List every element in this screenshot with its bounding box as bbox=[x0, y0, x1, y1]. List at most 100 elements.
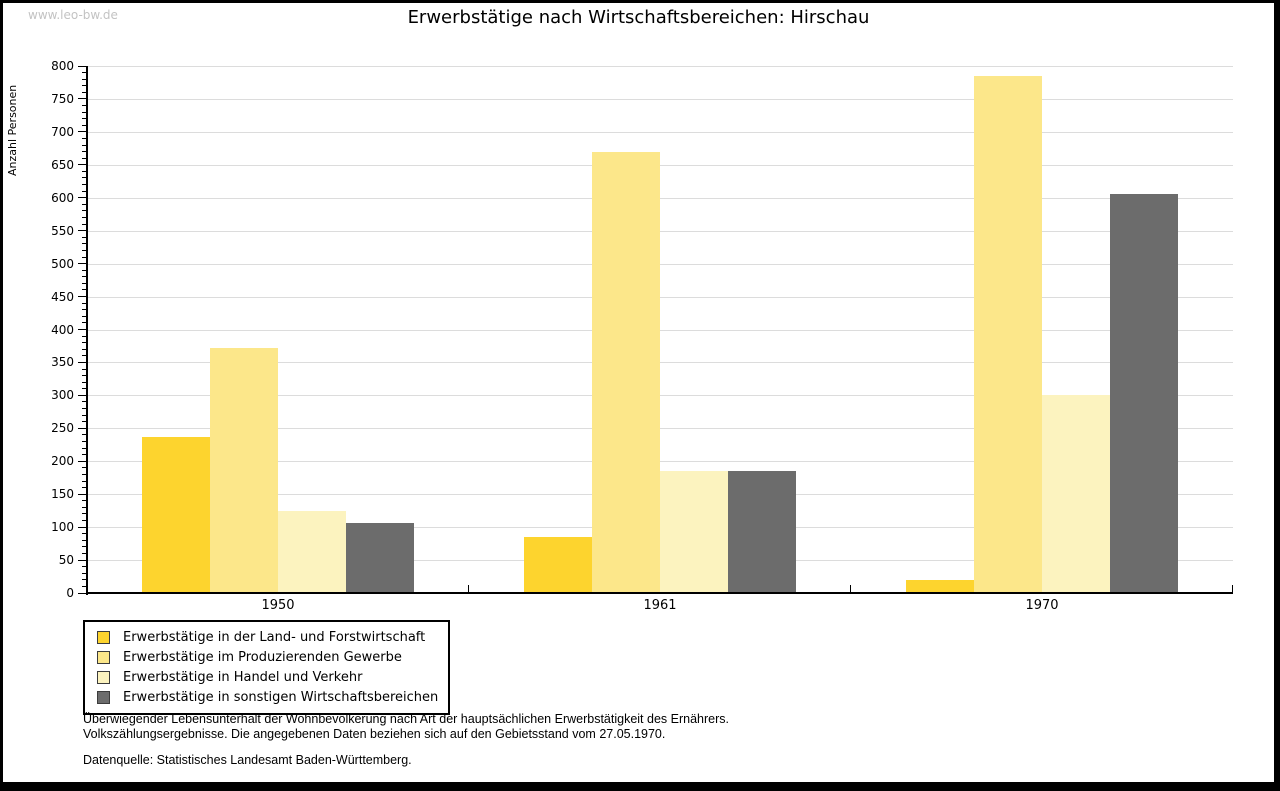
site-watermark: www.leo-bw.de bbox=[28, 8, 118, 22]
y-major-tick-500 bbox=[78, 263, 86, 265]
y-minor-tick bbox=[82, 85, 86, 87]
y-minor-tick bbox=[82, 302, 86, 304]
y-minor-tick bbox=[82, 105, 86, 107]
gridline-450 bbox=[87, 296, 1233, 298]
x-boundary-tick bbox=[1232, 585, 1233, 593]
y-minor-tick bbox=[82, 256, 86, 258]
y-minor-tick bbox=[82, 236, 86, 238]
bar-1970-series-3 bbox=[1042, 395, 1110, 593]
gridline-700 bbox=[87, 131, 1233, 133]
legend-box: Erwerbstätige in der Land- und Forstwirt… bbox=[83, 620, 450, 715]
y-minor-tick bbox=[82, 473, 86, 475]
y-minor-tick bbox=[82, 177, 86, 179]
plot-area: 0 50 100 150 200 250 300 350 400 450 500 550 600 650 7… bbox=[3, 3, 1274, 782]
bar-1961-series-3 bbox=[660, 471, 728, 593]
y-minor-tick bbox=[82, 111, 86, 113]
y-tick-label-550: 550 bbox=[51, 223, 74, 238]
y-minor-tick bbox=[82, 157, 86, 159]
legend-swatch-icon bbox=[97, 670, 110, 684]
y-minor-tick bbox=[82, 355, 86, 357]
gridline-600 bbox=[87, 197, 1233, 199]
y-minor-tick bbox=[82, 118, 86, 120]
y-tick-label-750: 750 bbox=[51, 91, 74, 106]
y-tick-label-700: 700 bbox=[51, 124, 74, 139]
y-minor-tick bbox=[82, 184, 86, 186]
y-minor-tick bbox=[82, 322, 86, 324]
y-minor-tick bbox=[82, 210, 86, 212]
legend-label: Erwerbstätige im Produzierenden Gewerbe bbox=[123, 649, 402, 665]
y-minor-tick bbox=[82, 467, 86, 469]
legend-label: Erwerbstätige in Handel und Verkehr bbox=[123, 669, 363, 685]
y-major-tick-550 bbox=[78, 230, 86, 232]
y-tick-label-400: 400 bbox=[51, 322, 74, 337]
y-tick-label-600: 600 bbox=[51, 190, 74, 205]
legend-swatch-icon bbox=[97, 650, 110, 664]
footer-line-1: Überwiegender Lebensunterhalt der Wohnbe… bbox=[83, 712, 729, 726]
bar-1950-series-1 bbox=[142, 436, 210, 593]
y-minor-tick bbox=[82, 487, 86, 489]
y-minor-tick bbox=[82, 276, 86, 278]
y-tick-label-650: 650 bbox=[51, 157, 74, 172]
bar-1950-series-2 bbox=[210, 347, 278, 593]
legend-swatch-icon bbox=[97, 630, 110, 644]
x-boundary-tick bbox=[850, 585, 851, 593]
y-minor-tick bbox=[82, 289, 86, 291]
y-minor-tick bbox=[82, 447, 86, 449]
gridline-800 bbox=[87, 66, 1233, 67]
y-major-tick-250 bbox=[78, 427, 86, 429]
y-major-tick-350 bbox=[78, 361, 86, 363]
y-tick-label-350: 350 bbox=[51, 355, 74, 370]
y-major-tick-700 bbox=[78, 131, 86, 133]
y-minor-tick bbox=[82, 408, 86, 410]
footer-line-2: Volkszählungsergebnisse. Die angegebenen… bbox=[83, 726, 666, 741]
x-category-label-1961: 1961 bbox=[643, 598, 677, 613]
chart-title: Erwerbstätige nach Wirtschaftsbereichen:… bbox=[407, 7, 870, 28]
legend-item-3: Erwerbstätige in Handel und Verkehr bbox=[93, 667, 440, 687]
gridline-200 bbox=[87, 461, 1233, 463]
bar-1970-series-2 bbox=[974, 75, 1042, 593]
gridline-400 bbox=[87, 329, 1233, 331]
y-minor-tick bbox=[82, 249, 86, 251]
y-axis-line bbox=[86, 66, 88, 595]
gridline-550 bbox=[87, 230, 1233, 232]
y-minor-tick bbox=[82, 533, 86, 535]
bar-1961-series-1 bbox=[524, 537, 592, 593]
y-minor-tick bbox=[82, 401, 86, 403]
y-minor-tick bbox=[82, 217, 86, 218]
y-minor-tick bbox=[82, 375, 86, 377]
y-major-tick-750 bbox=[78, 98, 86, 100]
x-category-label-1970: 1970 bbox=[1025, 598, 1059, 613]
bar-1961-series-4 bbox=[728, 471, 796, 593]
y-minor-tick bbox=[82, 454, 86, 456]
y-minor-tick bbox=[82, 342, 86, 344]
y-minor-tick bbox=[82, 579, 86, 581]
x-category-label-1950: 1950 bbox=[261, 598, 295, 613]
y-minor-tick bbox=[82, 506, 86, 508]
y-minor-tick bbox=[82, 335, 86, 337]
y-minor-tick bbox=[82, 539, 86, 541]
y-major-tick-0 bbox=[78, 592, 86, 594]
legend-label: Erwerbstätige in der Land- und Forstwirt… bbox=[123, 629, 426, 645]
y-minor-tick bbox=[82, 381, 86, 383]
y-minor-tick bbox=[82, 72, 86, 74]
y-minor-tick bbox=[82, 315, 86, 317]
y-minor-tick bbox=[82, 440, 86, 442]
y-tick-label-100: 100 bbox=[51, 520, 74, 535]
gridline-750 bbox=[87, 98, 1233, 100]
y-minor-tick bbox=[82, 513, 86, 515]
x-boundary-tick bbox=[468, 585, 469, 593]
y-major-tick-200 bbox=[78, 460, 86, 462]
bar-1950-series-3 bbox=[278, 510, 346, 593]
y-minor-tick bbox=[82, 269, 86, 271]
y-major-tick-400 bbox=[78, 329, 86, 330]
y-minor-tick bbox=[82, 151, 86, 153]
y-major-tick-450 bbox=[78, 296, 86, 298]
legend-label: Erwerbstätige in sonstigen Wirtschaftsbe… bbox=[123, 689, 439, 705]
y-minor-tick bbox=[82, 78, 86, 80]
y-tick-label-800: 800 bbox=[51, 59, 74, 73]
x-axis-line bbox=[86, 592, 1233, 594]
gridline-250 bbox=[87, 428, 1233, 430]
gridline-500 bbox=[87, 263, 1233, 265]
legend-item-4: Erwerbstätige in sonstigen Wirtschaftsbe… bbox=[93, 687, 440, 707]
y-minor-tick bbox=[82, 368, 86, 370]
